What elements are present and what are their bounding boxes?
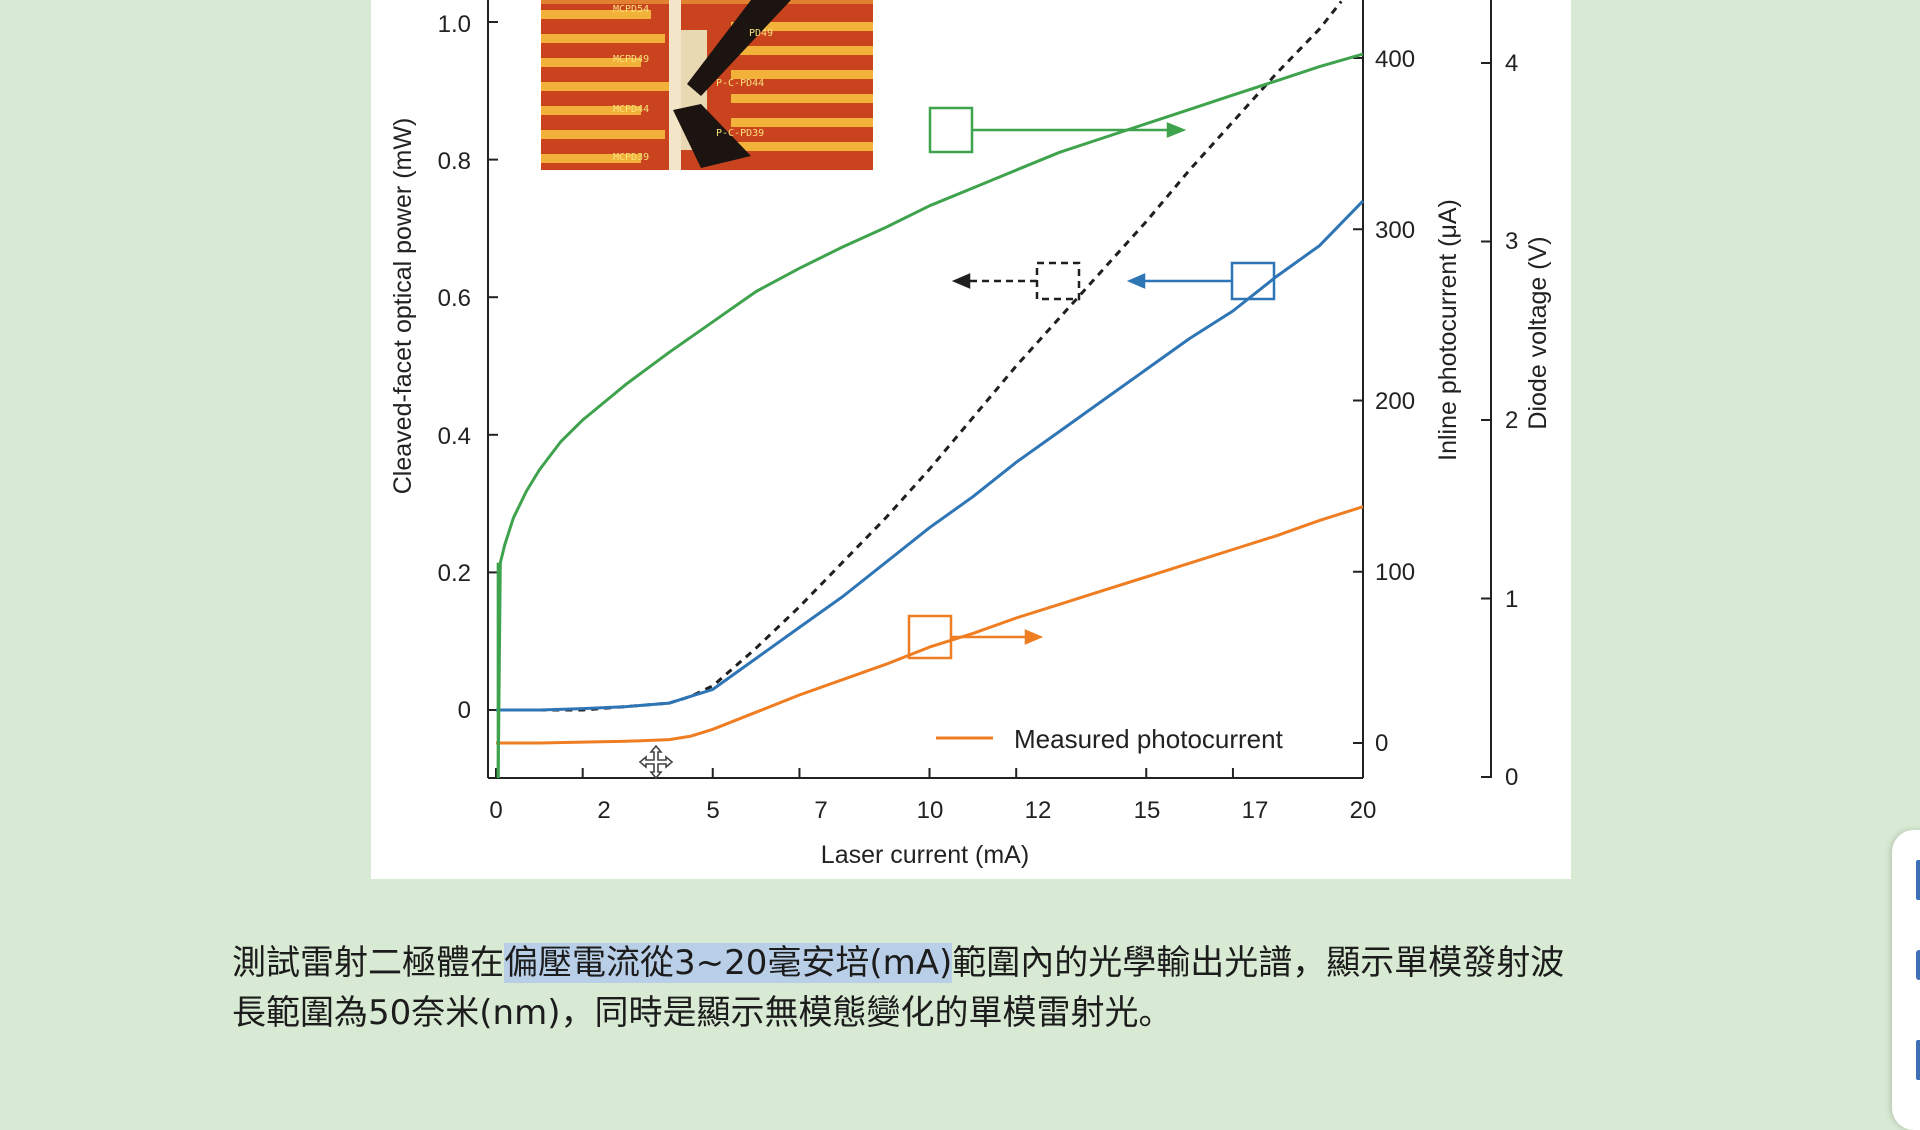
side-panel-indicator	[1916, 860, 1920, 900]
voltage-axis-marker	[928, 106, 1187, 154]
photocurrent-tick-label: 200	[1375, 388, 1415, 415]
figure-panel: MCPD54 MCPD49 MCPD44 MCPD39 PD49 P-C-PD4…	[371, 0, 1571, 879]
inset-label: MCPD49	[613, 54, 649, 65]
photocurrent-tick-label: 100	[1375, 559, 1415, 586]
photocurrent-tick-labels: 0 100 200 300 400	[1375, 46, 1415, 757]
side-panel-indicator	[1916, 950, 1920, 980]
voltage-tick-label: 0	[1505, 764, 1518, 791]
x-axis-title: Laser current (mA)	[821, 841, 1029, 869]
inset-label: MCPD39	[613, 152, 649, 163]
x-tick-label: 20	[1350, 797, 1377, 824]
left-y-tick-label: 0.2	[438, 560, 471, 587]
photocurrent-tick-label: 400	[1375, 46, 1415, 73]
caption-text: 範圍內的光學輸出光譜，顯示單模發射波	[952, 943, 1565, 983]
inset-label: PD49	[749, 28, 773, 39]
optical-power-line	[539, 0, 1343, 712]
measured-photocurrent-marker	[907, 614, 1044, 660]
inset-photo: MCPD54 MCPD49 MCPD44 MCPD39 PD49 P-C-PD4…	[541, 0, 873, 170]
x-tick-label: 5	[706, 797, 719, 824]
inset-label: MCPD44	[613, 104, 649, 115]
caption-highlighted-text[interactable]: 偏壓電流從3~20毫安培(mA)	[504, 943, 953, 983]
voltage-axis-title: Diode voltage (V)	[1524, 236, 1552, 429]
x-tick-label: 12	[1025, 797, 1052, 824]
tick-marks	[488, 21, 1491, 778]
x-tick-label: 17	[1242, 797, 1269, 824]
left-axis-title: Cleaved-facet optical power (mW)	[389, 118, 417, 495]
voltage-tick-label: 4	[1505, 50, 1518, 77]
inset-label: P-C-PD39	[716, 128, 764, 139]
caption-text: 測試雷射二極體在	[232, 943, 504, 983]
voltage-tick-label: 2	[1505, 407, 1518, 434]
left-y-tick-label: 1.0	[438, 11, 471, 38]
x-tick-label: 0	[489, 797, 502, 824]
left-y-tick-label: 0	[458, 697, 471, 724]
left-y-tick-label: 0.8	[438, 148, 471, 175]
axes	[487, 0, 1492, 779]
side-panel-indicator	[1916, 1040, 1920, 1080]
side-panel-widget[interactable]	[1892, 830, 1920, 1130]
photocurrent-blue-line	[496, 199, 1365, 712]
annotations	[907, 106, 1276, 660]
photocurrent-axis-title: Inline photocurrent (μA)	[1434, 199, 1462, 461]
left-y-tick-label: 0.6	[438, 285, 471, 312]
move-cursor-icon	[638, 744, 674, 780]
laser-characterization-chart: MCPD54 MCPD49 MCPD44 MCPD39 PD49 P-C-PD4…	[389, 0, 1552, 869]
inset-label: MCPD54	[613, 4, 649, 15]
figure-caption: 測試雷射二極體在偏壓電流從3~20毫安培(mA)範圍內的光學輸出光譜，顯示單模發…	[232, 938, 1712, 1038]
x-tick-label: 10	[917, 797, 944, 824]
photocurrent-blue-marker	[1126, 261, 1276, 301]
voltage-tick-label: 1	[1505, 586, 1518, 613]
legend-label: Measured photocurrent	[1014, 724, 1284, 754]
photocurrent-tick-label: 0	[1375, 730, 1388, 757]
caption-line-2: 長範圍為50奈米(nm)，同時是顯示無模態變化的單模雷射光。	[232, 993, 1173, 1033]
voltage-tick-label: 3	[1505, 228, 1518, 255]
inset-label: P-C-PD44	[716, 78, 764, 89]
caption-line-1: 測試雷射二極體在偏壓電流從3~20毫安培(mA)範圍內的光學輸出光譜，顯示單模發…	[232, 938, 1712, 988]
x-tick-label: 15	[1134, 797, 1161, 824]
left-y-tick-label: 0.4	[438, 423, 471, 450]
x-tick-label: 2	[597, 797, 610, 824]
photocurrent-tick-label: 300	[1375, 217, 1415, 244]
diode-voltage-line	[496, 52, 1364, 778]
left-tick-labels: 0 0.2 0.4 0.6 0.8 1.0	[438, 11, 471, 724]
voltage-tick-labels: 0 1 2 3 4	[1505, 50, 1518, 791]
optical-power-marker	[951, 261, 1081, 301]
x-tick-label: 7	[814, 797, 827, 824]
legend: Measured photocurrent	[936, 724, 1284, 754]
x-tick-labels: 0 2 5 7 10 12 15 17 20	[489, 797, 1376, 824]
